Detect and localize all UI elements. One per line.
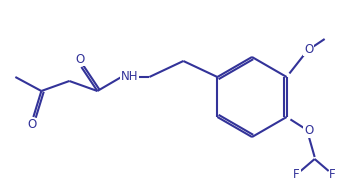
Text: O: O (28, 118, 37, 131)
Text: O: O (304, 43, 313, 56)
Text: O: O (76, 53, 85, 66)
Text: F: F (329, 168, 336, 181)
Text: NH: NH (121, 70, 138, 83)
Text: F: F (293, 168, 300, 181)
Text: O: O (304, 125, 313, 138)
